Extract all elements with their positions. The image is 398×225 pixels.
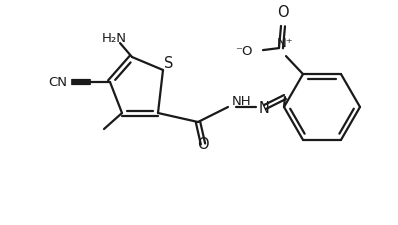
Text: H₂N: H₂N bbox=[101, 32, 127, 45]
Text: O: O bbox=[197, 136, 209, 151]
Text: N: N bbox=[259, 101, 270, 116]
Text: O: O bbox=[277, 5, 289, 20]
Text: NH: NH bbox=[232, 95, 252, 108]
Text: N⁺: N⁺ bbox=[277, 36, 293, 49]
Text: S: S bbox=[164, 55, 174, 70]
Text: ⁻O: ⁻O bbox=[236, 44, 253, 57]
Text: CN: CN bbox=[49, 75, 68, 88]
